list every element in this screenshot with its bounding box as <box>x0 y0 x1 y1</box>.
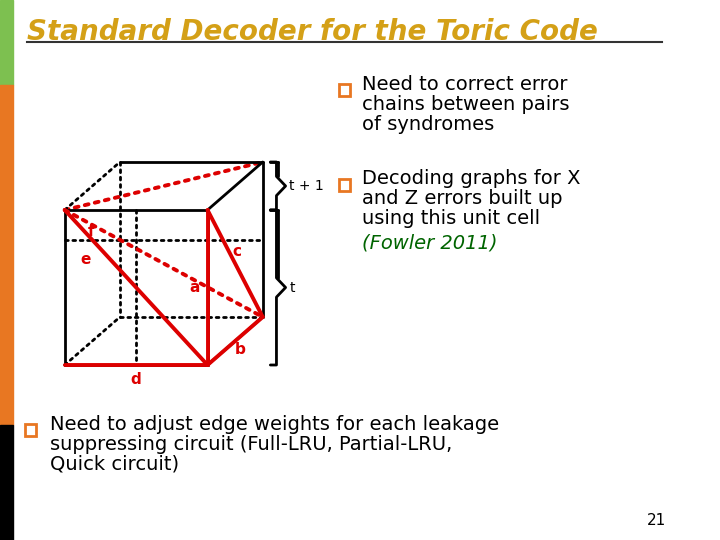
Text: Need to adjust edge weights for each leakage: Need to adjust edge weights for each lea… <box>50 415 499 434</box>
Text: c: c <box>233 244 241 259</box>
Text: 21: 21 <box>647 513 667 528</box>
Bar <box>0 0 14 85</box>
Text: Decoding graphs for X: Decoding graphs for X <box>361 170 580 188</box>
Text: and Z errors built up: and Z errors built up <box>361 190 562 208</box>
Text: Standard Decoder for the Toric Code: Standard Decoder for the Toric Code <box>27 18 598 46</box>
Bar <box>339 179 351 191</box>
Text: e: e <box>81 253 91 267</box>
Text: (Fowler 2011): (Fowler 2011) <box>361 233 498 253</box>
Text: Need to correct error: Need to correct error <box>361 75 567 93</box>
Text: chains between pairs: chains between pairs <box>361 94 570 113</box>
Text: suppressing circuit (Full-LRU, Partial-LRU,: suppressing circuit (Full-LRU, Partial-L… <box>50 435 451 454</box>
Text: using this unit cell: using this unit cell <box>361 210 540 228</box>
Bar <box>0 425 14 540</box>
Text: Quick circuit): Quick circuit) <box>50 455 179 474</box>
Text: t: t <box>289 280 295 294</box>
Bar <box>0 85 14 425</box>
Text: t + 1: t + 1 <box>289 179 324 193</box>
Text: b: b <box>235 341 246 356</box>
Text: of syndromes: of syndromes <box>361 114 494 133</box>
Bar <box>339 84 351 96</box>
Text: f: f <box>88 225 95 240</box>
Text: a: a <box>189 280 199 295</box>
Bar <box>24 424 36 436</box>
Text: d: d <box>131 372 142 387</box>
